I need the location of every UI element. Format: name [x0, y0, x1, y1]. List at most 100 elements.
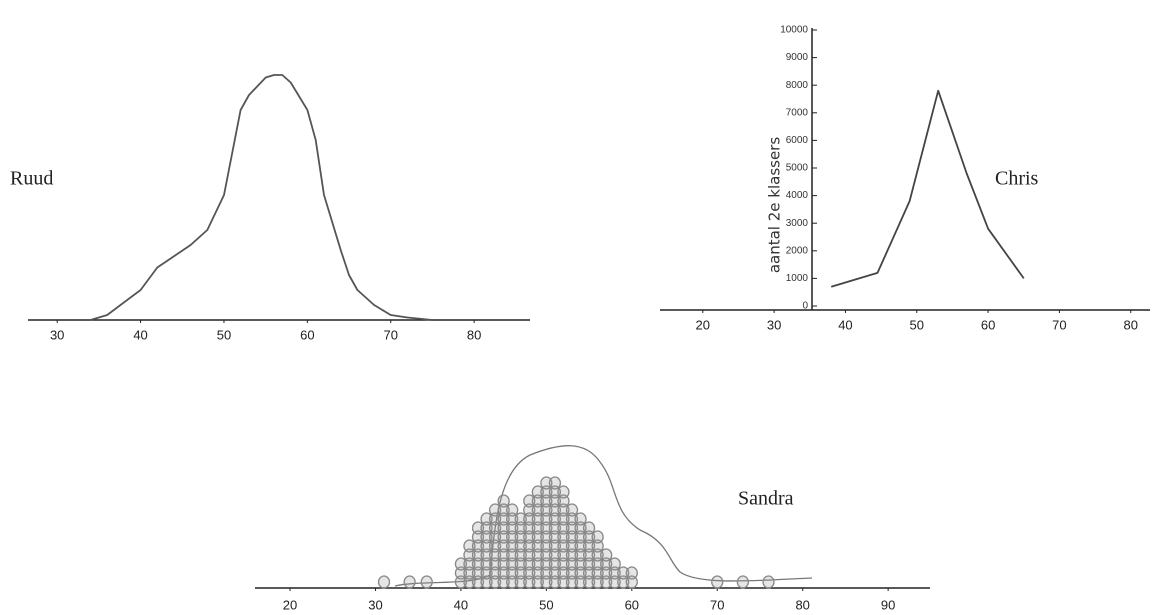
dot	[557, 485, 570, 499]
dot	[540, 476, 553, 490]
dot	[565, 503, 579, 517]
dot	[540, 494, 553, 508]
dot	[488, 566, 502, 580]
dot	[540, 575, 553, 589]
dot	[471, 575, 485, 589]
dot	[531, 566, 544, 580]
x-tick-label: 80	[1124, 317, 1138, 332]
dot	[565, 512, 579, 526]
dot	[497, 548, 510, 562]
dot	[488, 539, 502, 553]
dot	[488, 503, 502, 517]
dot	[548, 503, 562, 517]
dot	[488, 557, 502, 571]
x-tick-label: 60	[300, 327, 314, 342]
dot	[617, 566, 630, 580]
dot	[523, 566, 536, 580]
dot	[565, 557, 579, 571]
dot	[591, 530, 604, 544]
x-tick-label: 30	[368, 597, 382, 612]
dot	[574, 548, 587, 562]
x-tick-label: 90	[881, 597, 895, 612]
dot	[531, 521, 544, 535]
dot	[480, 530, 493, 544]
dot	[574, 575, 587, 589]
dot	[497, 530, 510, 544]
dot	[480, 557, 493, 571]
dot	[711, 575, 724, 589]
dot	[557, 575, 570, 589]
y-tick-label: 3000	[786, 218, 809, 229]
dot	[557, 521, 570, 535]
dot	[540, 503, 553, 517]
y-tick-label: 5000	[786, 163, 809, 174]
dot	[471, 548, 485, 562]
dot	[582, 530, 596, 544]
dot	[480, 548, 493, 562]
dot	[582, 548, 596, 562]
dot	[582, 521, 596, 535]
x-tick-label: 20	[283, 597, 297, 612]
dot	[454, 557, 468, 571]
y-tick-label: 10000	[780, 25, 808, 36]
dot	[548, 476, 562, 490]
dot	[625, 575, 638, 589]
dot	[540, 557, 553, 571]
dot	[514, 521, 527, 535]
dot	[480, 575, 493, 589]
dot	[514, 566, 527, 580]
dot	[557, 512, 570, 526]
chart-title: Chris	[995, 168, 1039, 190]
dot	[506, 521, 519, 535]
dot	[471, 521, 485, 535]
dot	[497, 494, 510, 508]
dot	[463, 566, 476, 580]
y-tick-label: 6000	[786, 135, 809, 146]
dot	[591, 539, 604, 553]
dot	[471, 566, 485, 580]
dot	[471, 530, 485, 544]
dot	[574, 512, 587, 526]
dot	[463, 539, 476, 553]
chart-title: Sandra	[738, 488, 794, 510]
dot	[488, 548, 502, 562]
dot	[480, 539, 493, 553]
dot	[471, 539, 485, 553]
dot	[514, 512, 527, 526]
y-tick-label: 4000	[786, 190, 809, 201]
dot	[565, 539, 579, 553]
dot	[514, 539, 527, 553]
dot	[480, 521, 493, 535]
dot	[548, 575, 562, 589]
x-tick-label: 70	[710, 597, 724, 612]
x-tick-label: 50	[539, 597, 553, 612]
x-tick-label: 40	[133, 327, 147, 342]
dot	[497, 521, 510, 535]
dot	[625, 566, 638, 580]
y-tick-label: 7000	[786, 107, 809, 118]
dot	[523, 575, 536, 589]
dot	[591, 548, 604, 562]
dot	[608, 557, 621, 571]
dot	[548, 539, 562, 553]
dot	[377, 575, 391, 589]
dot	[548, 521, 562, 535]
dot	[480, 566, 493, 580]
dot	[523, 557, 536, 571]
dot	[488, 512, 502, 526]
dot	[548, 530, 562, 544]
x-tick-label: 80	[795, 597, 809, 612]
dot	[574, 521, 587, 535]
x-tick-label: 60	[625, 597, 639, 612]
dot	[574, 566, 587, 580]
dot	[582, 557, 596, 571]
dot	[506, 530, 519, 544]
dot	[531, 575, 544, 589]
x-tick-label: 50	[217, 327, 231, 342]
dot	[463, 557, 476, 571]
dot	[565, 530, 579, 544]
dot	[488, 521, 502, 535]
x-tick-label: 30	[50, 327, 64, 342]
chart-title: Ruud	[10, 168, 53, 190]
dot	[514, 557, 527, 571]
